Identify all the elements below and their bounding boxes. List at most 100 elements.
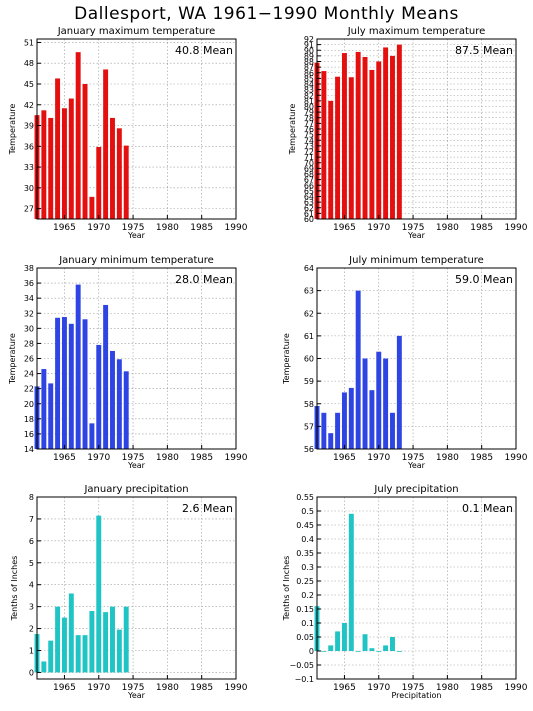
bar-jul-precip-1966 [348, 513, 354, 651]
y-tick-label: 30 [24, 184, 34, 193]
bar-jul-precip-1971 [383, 645, 389, 651]
bar-jul-precip-1969 [369, 648, 375, 651]
x-tick-label: 1990 [505, 683, 528, 693]
y-tick-label: −0.1 [295, 675, 314, 684]
bar-jul-min-1968 [362, 358, 368, 449]
x-tick-label: 1980 [436, 683, 459, 693]
y-tick-label: 89 [304, 52, 314, 61]
chart-title: July precipitation [373, 484, 458, 495]
x-tick-label: 1985 [190, 223, 213, 233]
x-tick-label: 1980 [156, 683, 179, 693]
y-tick-label: 65 [304, 187, 314, 196]
y-tick-label: 45 [24, 80, 34, 89]
x-tick-label: 1965 [53, 453, 76, 463]
y-tick-label: 0.55 [296, 493, 314, 502]
y-tick-label: 0 [309, 647, 314, 656]
x-tick-label: 1975 [122, 453, 145, 463]
bar-jan-precip-1966 [68, 593, 74, 673]
chart-panel-jan-max: 1965 1970 1975 1980 1985 1990 27 30 33 36 39 42 45 48… [8, 26, 248, 240]
y-tick-label: 3 [29, 603, 34, 612]
bar-jul-max-1973 [396, 44, 402, 219]
y-tick-label: 1 [29, 646, 34, 655]
x-tick-label: 1975 [402, 223, 425, 233]
plot-frame [316, 496, 517, 680]
bar-jul-min-1963 [328, 433, 334, 449]
bar-jan-precip-1962 [41, 661, 47, 673]
bar-jul-precip-1968 [362, 634, 368, 651]
y-tick-label: 0.45 [296, 521, 314, 530]
bar-jul-max-1969 [369, 69, 375, 219]
y-tick-label: 36 [24, 142, 34, 151]
y-tick-label: 91 [304, 41, 314, 50]
bar-jul-max-1972 [390, 55, 395, 219]
bar-jul-precip-1970 [376, 651, 382, 652]
y-tick-label: 62 [304, 309, 314, 318]
y-tick-label: 18 [24, 415, 34, 424]
bar-jul-max-1970 [376, 61, 382, 219]
bar-jan-max-1962 [41, 110, 47, 219]
bar-jan-min-1963 [48, 383, 54, 449]
bar-jul-max-1971 [383, 47, 389, 219]
bar-jan-max-1969 [89, 196, 95, 219]
y-tick-label: −0.05 [289, 661, 314, 670]
y-tick-label: 61 [304, 209, 314, 218]
y-tick-label: 64 [304, 193, 314, 202]
bar-jul-max-1968 [362, 57, 368, 219]
y-tick-label: 74 [304, 136, 314, 145]
plot-frame [36, 38, 237, 220]
y-tick-label: 77 [304, 119, 314, 128]
x-tick-label: 1985 [470, 453, 493, 463]
y-tick-label: 59 [304, 377, 314, 386]
chart-title: January maximum temperature [57, 26, 216, 37]
y-tick-label: 22 [24, 385, 34, 394]
bar-jan-precip-1974 [123, 606, 129, 673]
bar-jan-precip-1967 [75, 635, 81, 673]
bar-jan-max-1963 [48, 117, 54, 219]
bar-jan-precip-1970 [96, 515, 102, 673]
y-tick-label: 0.1 [301, 619, 314, 628]
x-axis-label: Year [127, 691, 146, 700]
x-tick-label: 1975 [122, 223, 145, 233]
bar-jan-max-1971 [103, 69, 109, 219]
bar-jan-precip-1968 [82, 635, 88, 673]
mean-annotation: 40.8 Mean [175, 44, 233, 57]
y-tick-label: 51 [24, 38, 34, 47]
y-tick-label: 57 [304, 422, 314, 431]
y-axis-label: Temperature [288, 104, 297, 156]
y-tick-label: 71 [304, 153, 314, 162]
y-tick-label: 0.35 [296, 549, 314, 558]
y-tick-label: 63 [304, 287, 314, 296]
bar-jan-precip-1971 [103, 612, 109, 673]
y-tick-label: 0.5 [301, 507, 314, 516]
x-tick-label: 1970 [87, 683, 110, 693]
bar-jul-precip-1964 [335, 631, 341, 651]
mean-annotation: 87.5 Mean [455, 44, 513, 57]
bar-jan-precip-1972 [110, 606, 115, 673]
bar-jul-max-1963 [328, 100, 334, 219]
y-tick-label: 33 [24, 163, 34, 172]
x-tick-label: 1970 [87, 223, 110, 233]
x-tick-label: 1985 [190, 453, 213, 463]
bar-jan-max-1974 [123, 145, 129, 219]
y-tick-label: 70 [304, 159, 314, 168]
mean-annotation: 28.0 Mean [175, 273, 233, 286]
x-axis-label: Year [127, 461, 146, 470]
page-title: Dallesport, WA 1961−1990 Monthly Means [74, 4, 459, 24]
x-tick-label: 1975 [402, 453, 425, 463]
bar-jul-precip-1962 [321, 651, 327, 652]
bar-jul-min-1966 [348, 387, 354, 449]
y-tick-label: 32 [24, 309, 34, 318]
y-axis-label: Temperature [8, 333, 17, 385]
y-tick-label: 72 [304, 148, 314, 157]
y-tick-label: 61 [304, 332, 314, 341]
y-axis-label: Temperature [8, 104, 17, 156]
y-tick-label: 73 [304, 142, 314, 151]
bar-jan-min-1965 [61, 317, 67, 449]
bar-jan-precip-1964 [55, 606, 61, 673]
y-tick-label: 28 [24, 339, 34, 348]
y-tick-label: 79 [304, 108, 314, 117]
y-tick-label: 90 [304, 46, 314, 55]
x-tick-label: 1970 [367, 453, 390, 463]
y-tick-label: 38 [24, 264, 34, 273]
y-tick-label: 81 [304, 97, 314, 106]
